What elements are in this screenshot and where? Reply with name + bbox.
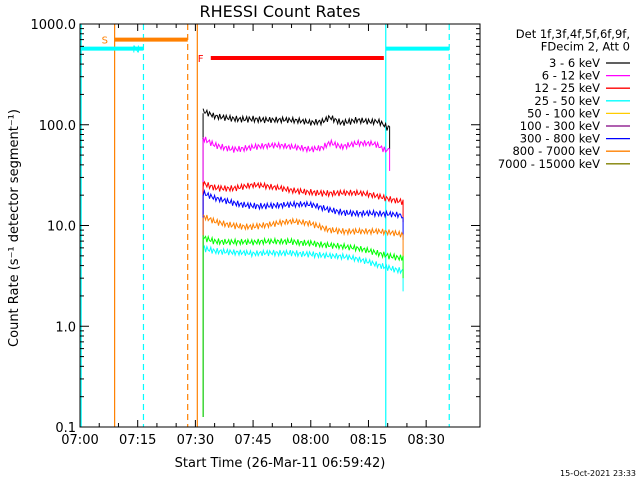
segment-s-label: S	[102, 36, 108, 47]
legend-label: 300 - 800 keV	[520, 132, 600, 146]
legend-label: 50 - 100 keV	[527, 106, 600, 120]
plot-border	[79, 23, 481, 428]
y-axis-ticks: 0.1 1.0 10.0 100.0 1000.0	[31, 18, 480, 436]
plot-lines: S N F	[80, 24, 450, 427]
segment-f-label: F	[198, 54, 204, 65]
x-tick-label-5: 08:15	[350, 433, 387, 448]
y-tick-label-1: 1.0	[55, 320, 76, 335]
y-axis-label: Count Rate (s⁻¹ detector segment⁻¹)	[7, 109, 22, 347]
y-tick-label-4: 1000.0	[31, 18, 77, 33]
y-tick-label-2: 10.0	[47, 220, 76, 235]
legend-label: 25 - 50 keV	[534, 94, 600, 108]
legend-header-line-0: Det 1f,3f,4f,5f,6f,9f,	[516, 27, 630, 41]
legend-label: 3 - 6 keV	[549, 56, 600, 70]
y-tick-label-0: 0.1	[55, 421, 76, 436]
legend-label: 12 - 25 keV	[534, 81, 600, 95]
plot-frame	[79, 23, 481, 428]
legend-header-line-1: FDecim 2, Att 0	[541, 40, 630, 54]
chart-title: RHESSI Count Rates	[200, 2, 361, 21]
series-12-25-kev-line	[202, 180, 404, 205]
series-6-12-kev-line	[202, 136, 390, 154]
legend-label: 6 - 12 keV	[542, 69, 600, 83]
x-tick-label-0: 07:00	[61, 433, 98, 448]
legend: Det 1f,3f,4f,5f,6f,9f,FDecim 2, Att 0 3 -…	[498, 27, 630, 171]
series-3-6-kev-line	[202, 108, 390, 131]
x-tick-label-2: 07:30	[177, 433, 214, 448]
series-300-800-kev-line	[202, 188, 404, 220]
segment-n-label: N	[132, 45, 139, 56]
legend-label: 7000 - 15000 keV	[498, 157, 600, 171]
x-tick-label-4: 08:00	[292, 433, 329, 448]
timestamp: 15-Oct-2021 23:33	[560, 469, 636, 478]
x-tick-label-3: 07:45	[234, 433, 271, 448]
series-800-7000-kev-line	[202, 214, 404, 238]
series-unlabeled-9-line	[202, 234, 404, 262]
x-axis-label: Start Time (26-Mar-11 06:59:42)	[175, 456, 386, 471]
y-tick-label-3: 100.0	[39, 119, 76, 134]
legend-label: 800 - 7000 keV	[512, 144, 600, 158]
x-tick-label-1: 07:15	[119, 433, 156, 448]
series-25-50-kev-line	[202, 244, 404, 275]
x-axis-ticks: 07:00 07:15 07:30 07:45 08:00 08:15 08:30	[61, 24, 445, 448]
legend-label: 100 - 300 keV	[520, 119, 600, 133]
x-tick-label-6: 08:30	[407, 433, 444, 448]
